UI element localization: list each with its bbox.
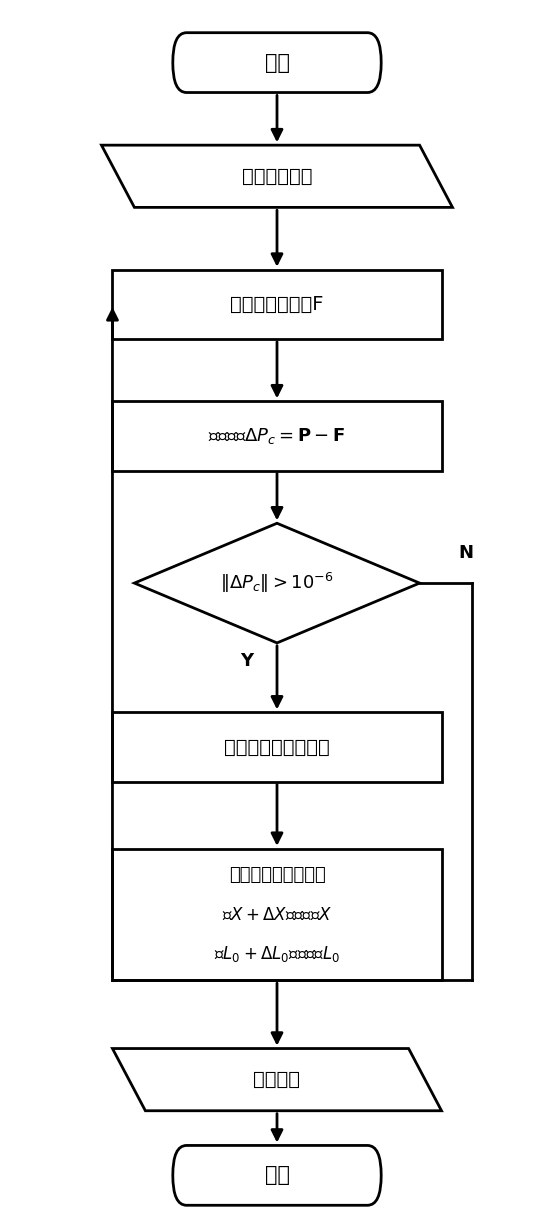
- Text: 建立并求解平衡方程: 建立并求解平衡方程: [224, 738, 330, 756]
- Text: 结束: 结束: [264, 1166, 290, 1186]
- Bar: [112, 270, 442, 340]
- Polygon shape: [135, 524, 419, 642]
- Polygon shape: [112, 1048, 442, 1111]
- FancyBboxPatch shape: [173, 33, 381, 92]
- Text: 将$X + \Delta X$的值赋予$X$: 将$X + \Delta X$的值赋予$X$: [222, 906, 332, 923]
- Text: 输出结果: 输出结果: [254, 1070, 300, 1089]
- Text: Y: Y: [240, 652, 253, 671]
- Bar: [112, 848, 442, 981]
- Text: 计算等效节点力F: 计算等效节点力F: [230, 294, 324, 314]
- Text: $\|\Delta P_c\| > 10^{-6}$: $\|\Delta P_c\| > 10^{-6}$: [220, 571, 334, 595]
- Text: 不平衡力$\Delta P_c = \mathbf{P} - \mathbf{F}$: 不平衡力$\Delta P_c = \mathbf{P} - \mathbf{F…: [208, 425, 346, 446]
- Text: N: N: [459, 543, 474, 562]
- Text: 将$L_0 + \Delta L_0$的值赋予$L_0$: 将$L_0 + \Delta L_0$的值赋予$L_0$: [214, 944, 340, 964]
- Bar: [112, 712, 442, 782]
- Text: 更新坐标与单元数据: 更新坐标与单元数据: [229, 866, 325, 884]
- Text: 输入已知信息: 输入已知信息: [242, 167, 312, 186]
- Polygon shape: [101, 145, 453, 207]
- FancyBboxPatch shape: [173, 1145, 381, 1205]
- Text: 开始: 开始: [264, 53, 290, 72]
- Bar: [112, 401, 442, 471]
